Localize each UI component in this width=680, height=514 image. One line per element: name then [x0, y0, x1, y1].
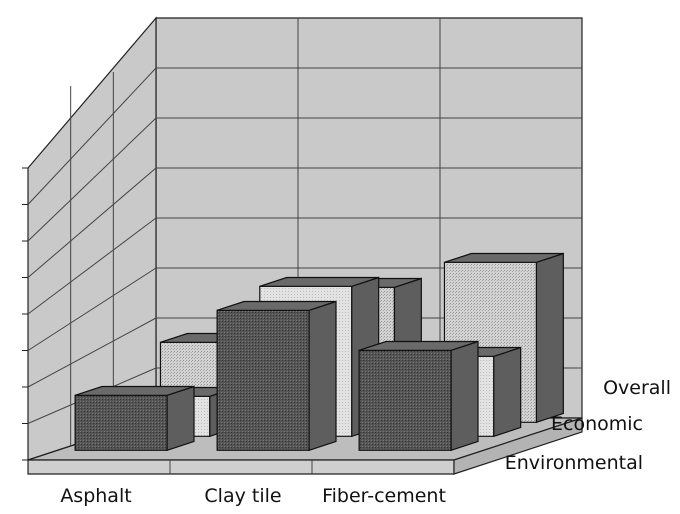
- depth-label-economic: Economic: [551, 413, 643, 435]
- left-wall-gridline: [27, 317, 157, 388]
- bar-top-face: [358, 340, 479, 351]
- bar-top-face: [444, 252, 564, 263]
- depth-label-environmental: Environmental: [505, 452, 643, 474]
- bar-front-face: [74, 394, 168, 451]
- bar-front-face: [216, 309, 310, 451]
- left-wall-gridline: [27, 117, 157, 242]
- x-tick-label-clay-tile: Clay tile: [204, 485, 281, 507]
- bar-side-face: [450, 340, 479, 452]
- bar-environmental-asphalt: [74, 385, 195, 452]
- floor-side-edge: [453, 417, 583, 475]
- bar-top-face: [216, 300, 337, 311]
- bar-top-face: [259, 276, 379, 287]
- bar-side-face: [166, 385, 195, 452]
- bar-side-face: [493, 346, 522, 438]
- x-tick-label-asphalt: Asphalt: [60, 485, 131, 507]
- floor-front-edge: [27, 459, 455, 475]
- bar-front-face: [358, 349, 452, 451]
- bar-environmental-clay-tile: [216, 300, 337, 452]
- bar-environmental-fiber-cement: [358, 340, 479, 452]
- left-wall-gridline: [27, 267, 157, 351]
- depth-label-overall: Overall: [603, 377, 671, 399]
- bar-side-face: [308, 300, 337, 452]
- left-wall-gridline: [27, 167, 157, 278]
- bar-top-face: [74, 385, 195, 396]
- bar-side-face: [535, 252, 564, 424]
- x-tick-label-fiber-cement: Fiber-cement: [322, 485, 446, 507]
- left-wall-gridline: [27, 217, 157, 315]
- left-wall-gridline: [27, 67, 157, 205]
- chart-bars: [74, 252, 564, 452]
